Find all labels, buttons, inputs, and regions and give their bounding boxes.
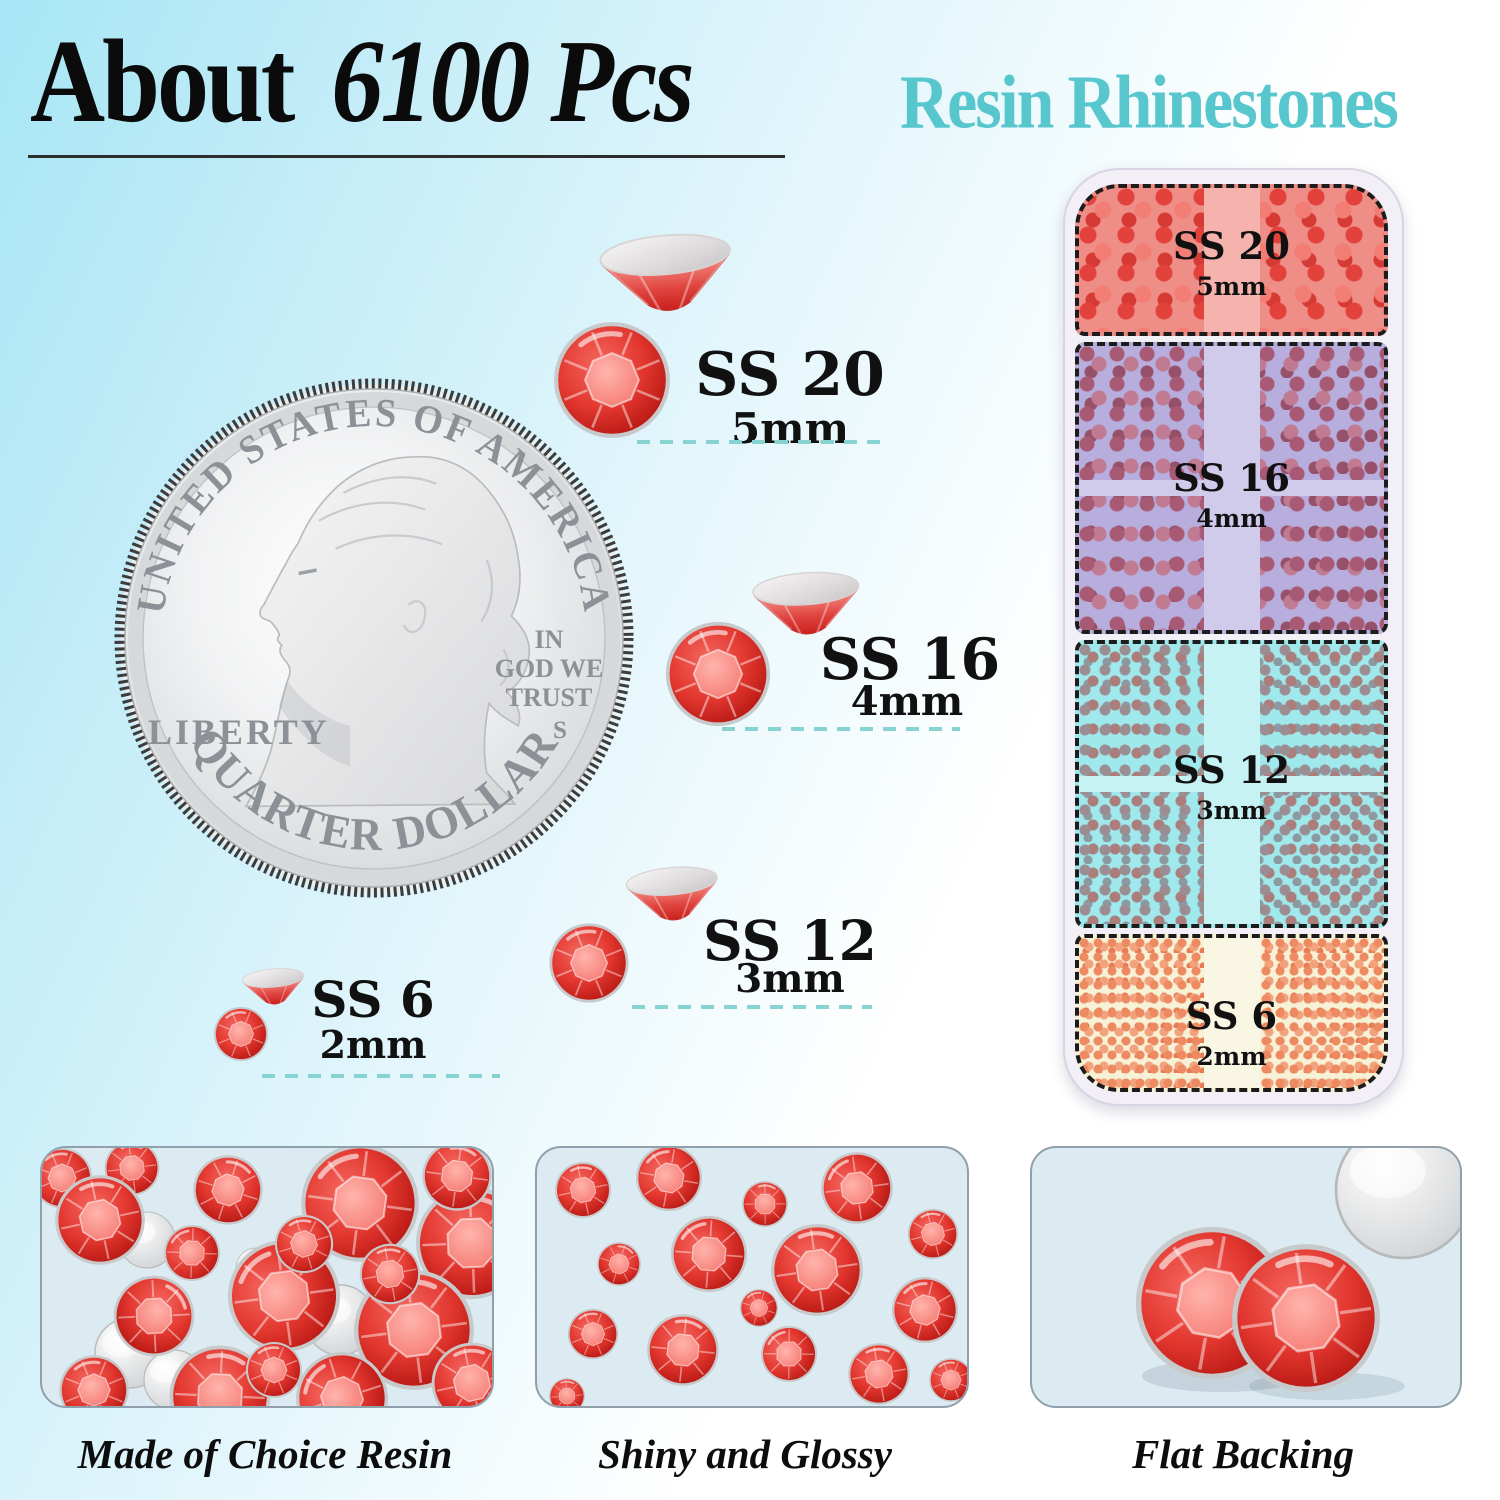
page-subtitle: Resin Rhinestones xyxy=(900,59,1399,145)
feature-photo-flat-backing xyxy=(1030,1146,1462,1408)
size-label-ss12: SS 12 xyxy=(703,908,877,973)
case-section-ss12: SS 12 3mm xyxy=(1075,640,1388,928)
caption-shiny-glossy: Shiny and Glossy xyxy=(598,1431,892,1477)
dashed-underline-ss6 xyxy=(262,1074,500,1078)
case-row-divider xyxy=(1079,776,1384,792)
ss20-top-view-gem-icon xyxy=(552,320,672,440)
coin-motto-line2: GOD WE xyxy=(495,654,604,683)
page-title-part1: About xyxy=(30,16,316,148)
case-section-ss16: SS 16 4mm xyxy=(1075,342,1388,634)
ss6-top-view-gem-icon xyxy=(213,1006,269,1062)
mm-label-ss20: 5mm xyxy=(730,404,850,453)
case-mm-ss16: 4mm xyxy=(1196,504,1267,533)
dashed-underline-ss12 xyxy=(632,1005,872,1009)
quarter-coin-photo: UNITED STATES OF AMERICA QUARTER DOLLAR … xyxy=(114,378,634,898)
page-title-part2: 6100 Pcs xyxy=(331,16,694,148)
ss16-top-view-gem-icon xyxy=(664,620,772,728)
case-section-ss20: SS 20 5mm xyxy=(1075,184,1388,336)
mm-label-ss16: 4mm xyxy=(850,678,964,725)
case-center-strip xyxy=(1203,188,1260,332)
rhinestones-scatter-photo xyxy=(543,1148,967,1406)
case-mm-ss12: 3mm xyxy=(1196,796,1267,825)
caption-flat-backing: Flat Backing xyxy=(1131,1431,1355,1477)
page-title: About 6100 Pcs xyxy=(30,14,695,150)
rhinestones-pile-photo xyxy=(42,1148,492,1406)
feature-photo-glossy xyxy=(535,1146,969,1408)
size-label-ss6: SS 6 xyxy=(311,970,435,1029)
dashed-underline-ss20 xyxy=(637,440,883,444)
coin-mint-mark: S xyxy=(553,717,567,744)
case-row-divider xyxy=(1079,480,1384,496)
rhinestone-storage-case: SS 20 5mm SS 16 4mm SS 12 3mm SS 6 2mm xyxy=(1063,168,1404,1106)
case-mm-ss20: 5mm xyxy=(1196,272,1267,301)
case-center-strip xyxy=(1203,938,1260,1088)
case-section-ss6: SS 6 2mm xyxy=(1075,934,1388,1092)
case-label-ss20: SS 20 xyxy=(1173,224,1290,268)
flat-backing-photo xyxy=(1032,1148,1460,1406)
coin-motto-line3: TRUST xyxy=(506,683,593,712)
mm-label-ss12: 3mm xyxy=(735,956,845,1002)
ss20-side-view-gem-icon xyxy=(597,228,736,318)
ss12-top-view-gem-icon xyxy=(548,922,630,1004)
size-label-ss20: SS 20 xyxy=(695,340,885,410)
coin-liberty-text: LIBERTY xyxy=(148,712,330,752)
caption-made-of-resin: Made of Choice Resin xyxy=(77,1431,453,1477)
coin-motto-line1: IN xyxy=(535,625,564,654)
case-label-ss6: SS 6 xyxy=(1185,994,1278,1038)
case-label-ss16: SS 16 xyxy=(1173,456,1290,500)
case-mm-ss6: 2mm xyxy=(1196,1042,1267,1071)
dashed-underline-ss16 xyxy=(722,727,960,731)
mm-label-ss6: 2mm xyxy=(319,1022,427,1067)
feature-photo-resin xyxy=(40,1146,494,1408)
size-label-ss16: SS 16 xyxy=(819,626,1001,693)
title-underline xyxy=(28,155,785,158)
washington-bust xyxy=(244,455,531,808)
case-label-ss12: SS 12 xyxy=(1173,748,1290,792)
